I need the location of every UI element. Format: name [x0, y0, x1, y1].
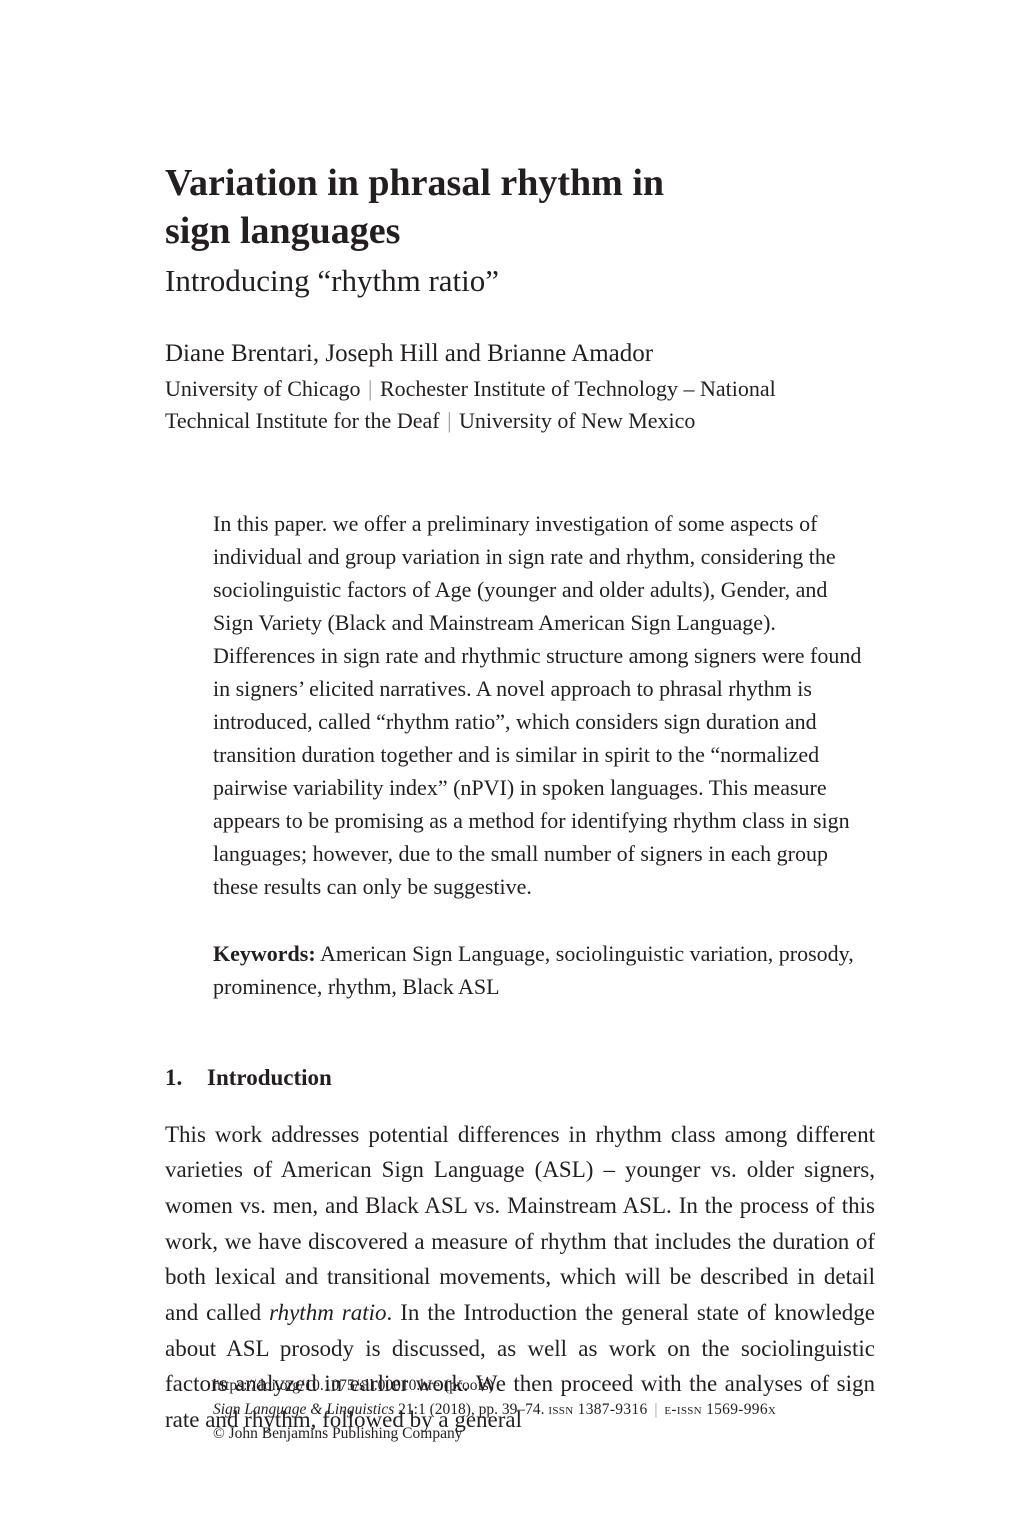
article-title: Variation in phrasal rhythm in sign lang…	[165, 160, 875, 255]
footer-issn: issn 1387-9316	[548, 1401, 647, 1418]
footer-journal-line: Sign Language & Linguistics 21:1 (2018),…	[213, 1398, 776, 1422]
footer-journal: Sign Language & Linguistics	[213, 1401, 394, 1418]
section-number: 1.	[165, 1065, 207, 1091]
pipe-separator: |	[440, 408, 459, 433]
footer-doi: https://doi.org/10.1075/sll.00010.bre (p…	[213, 1374, 776, 1398]
title-line-2: sign languages	[165, 210, 400, 252]
keywords-label: Keywords:	[213, 941, 316, 966]
footer-eissn: e-issn 1569-996x	[664, 1401, 776, 1418]
affiliation-3: University of New Mexico	[459, 408, 695, 433]
article-subtitle: Introducing “rhythm ratio”	[165, 261, 875, 301]
footer: https://doi.org/10.1075/sll.00010.bre (p…	[213, 1374, 776, 1446]
body-text-a: This work addresses potential difference…	[165, 1122, 875, 1325]
footer-volume: 21:1 (2018), pp. 39–74.	[394, 1401, 548, 1418]
affiliation-1: University of Chicago	[165, 376, 361, 401]
affiliation-2a: Rochester Institute of Technology – Nati…	[380, 376, 776, 401]
section-title: Introduction	[207, 1065, 332, 1090]
affiliation-2b: Technical Institute for the Deaf	[165, 408, 440, 433]
keywords: Keywords: American Sign Language, sociol…	[213, 937, 865, 1003]
section-heading: 1.Introduction	[165, 1065, 875, 1091]
title-line-1: Variation in phrasal rhythm in	[165, 162, 664, 204]
pipe-separator: |	[361, 376, 380, 401]
body-text-italic: rhythm ratio	[269, 1300, 386, 1325]
authors: Diane Brentari, Joseph Hill and Brianne …	[165, 337, 875, 371]
affiliations: University of Chicago | Rochester Instit…	[165, 373, 875, 437]
pipe-separator: |	[648, 1401, 665, 1418]
abstract: In this paper. we offer a preliminary in…	[213, 507, 865, 903]
footer-copyright: © John Benjamins Publishing Company	[213, 1422, 776, 1446]
